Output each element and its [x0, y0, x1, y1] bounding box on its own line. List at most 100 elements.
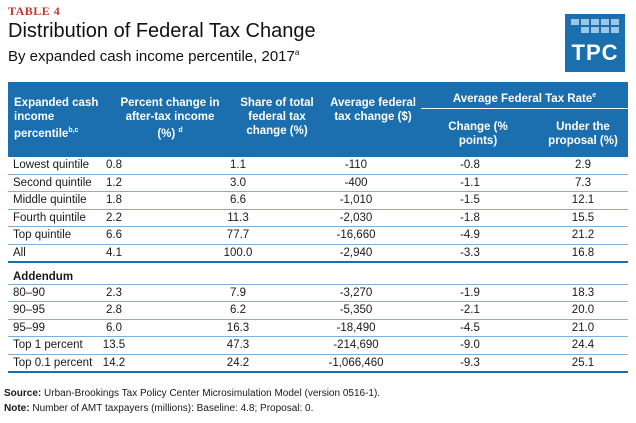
avg-change-cell: -214,690 [333, 339, 379, 352]
rate-proposal-cell: 21.0 [571, 321, 595, 334]
rate-proposal-cell: 18.3 [571, 286, 595, 299]
subtitle-footnote-marker: a [294, 48, 300, 57]
row-label: Lowest quintile [13, 159, 90, 171]
avg-change-cell: -16,660 [336, 229, 376, 242]
col-header-rate-group-text: Average Federal Tax Rate [452, 92, 593, 105]
share-cell: 6.6 [230, 194, 246, 207]
col-header-rate-proposal: Under the proposal (%) [548, 121, 618, 147]
rate-proposal-cell: 25.1 [571, 356, 595, 369]
pct-change-cell: 2.2 [106, 211, 122, 224]
footnotes: Source: Urban-Brookings Tax Policy Cente… [4, 386, 632, 416]
avg-change-cell: -2,940 [339, 246, 373, 259]
table-row: 95–99 6.0 16.3 -18,490 -4.5 21.0 [8, 320, 628, 338]
rate-proposal-cell: 15.5 [571, 211, 595, 224]
pct-change-cell: 2.8 [106, 304, 122, 317]
pct-change-cell: 14.2 [102, 356, 126, 369]
rate-proposal-cell: 21.2 [571, 229, 595, 242]
row-label: All [13, 246, 26, 259]
share-cell: 1.1 [230, 159, 246, 171]
logo-grid-icon [571, 19, 619, 37]
table-row: 90–95 2.8 6.2 -5,350 -2.1 20.0 [8, 302, 628, 320]
pct-change-cell: 6.0 [106, 321, 122, 334]
logo-text: TPC [571, 40, 619, 65]
rate-change-cell: -1.5 [460, 194, 480, 207]
share-cell: 7.9 [230, 286, 246, 299]
avg-change-cell: -400 [344, 176, 368, 189]
source-text: Urban-Brookings Tax Policy Center Micros… [44, 388, 381, 399]
row-label: Top quintile [13, 229, 72, 242]
row-label: Top 1 percent [13, 339, 83, 352]
rate-proposal-cell: 12.1 [571, 194, 595, 207]
avg-change-cell: -110 [344, 159, 368, 171]
share-cell: 47.3 [226, 339, 250, 352]
rate-change-cell: -3.3 [460, 246, 480, 259]
share-cell: 16.3 [226, 321, 250, 334]
pct-change-cell: 1.2 [106, 176, 122, 189]
note-text: Number of AMT taxpayers (millions): Base… [32, 403, 314, 414]
rate-change-cell: -9.0 [460, 339, 480, 352]
share-cell: 3.0 [230, 176, 246, 189]
table-row: Fourth quintile 2.2 11.3 -2,030 -1.8 15.… [8, 210, 628, 228]
table-row: Second quintile 1.2 3.0 -400 -1.1 7.3 [8, 175, 628, 193]
source-label: Source: [4, 388, 42, 399]
avg-change-cell: -5,350 [339, 304, 373, 317]
col-header-percentile-sup: b,c [68, 127, 79, 134]
table-row: 80–90 2.3 7.9 -3,270 -1.9 18.3 [8, 285, 628, 303]
rate-proposal-cell: 2.9 [575, 159, 591, 171]
col-header-rate-change: Change (% points) [448, 121, 508, 147]
addendum-heading-row: Addendum [8, 263, 628, 285]
share-cell: 77.7 [226, 229, 250, 242]
col-header-pct-change-sup: d [178, 127, 183, 134]
col-header-rate-group: Average Federal Tax Ratee [421, 89, 628, 106]
share-cell: 6.2 [230, 304, 246, 317]
table-row: All 4.1 100.0 -2,940 -3.3 16.8 [8, 245, 628, 263]
table-row: Lowest quintile 0.8 1.1 -110 -0.8 2.9 [8, 157, 628, 175]
rate-change-cell: -4.9 [460, 229, 480, 242]
col-header-percentile: Expanded cash income percentileb,c [14, 96, 114, 141]
table-body: Lowest quintile 0.8 1.1 -110 -0.8 2.9 Se… [8, 157, 628, 373]
rate-change-cell: -2.1 [460, 304, 480, 317]
table-title: Distribution of Federal Tax Change [8, 20, 316, 42]
share-cell: 100.0 [223, 246, 253, 259]
table-row: Top 1 percent 13.5 47.3 -214,690 -9.0 24… [8, 337, 628, 355]
row-label: 80–90 [13, 286, 45, 299]
rate-change-cell: -1.9 [460, 286, 480, 299]
rate-proposal-cell: 7.3 [575, 176, 591, 189]
row-label: 90–95 [13, 304, 45, 317]
note-label: Note: [4, 403, 30, 414]
rate-group-divider [421, 108, 628, 109]
table-label: TABLE 4 [8, 4, 61, 18]
row-label: Fourth quintile [13, 211, 86, 224]
col-header-pct-change-text: Percent change in after-tax income (%) [120, 97, 220, 140]
pct-change-cell: 0.8 [106, 159, 122, 171]
col-header-avg-change: Average federal tax change ($) [330, 97, 416, 123]
col-header-share: Share of total federal tax change (%) [240, 97, 314, 137]
col-header-percentile-text: Expanded cash income percentile [14, 97, 99, 140]
rate-proposal-cell: 16.8 [571, 246, 595, 259]
avg-change-cell: -18,490 [336, 321, 376, 334]
col-header-rate-group-sup: e [592, 92, 597, 99]
avg-change-cell: -1,066,460 [328, 356, 384, 369]
pct-change-cell: 2.3 [106, 286, 122, 299]
rate-change-cell: -1.1 [460, 176, 480, 189]
row-label: 95–99 [13, 321, 45, 334]
row-label: Middle quintile [13, 194, 87, 207]
tpc-logo: TPC [565, 14, 625, 72]
row-label: Top 0.1 percent [13, 356, 93, 369]
table-row: Middle quintile 1.8 6.6 -1,010 -1.5 12.1 [8, 192, 628, 210]
addendum-label: Addendum [13, 270, 74, 283]
share-cell: 24.2 [226, 356, 250, 369]
share-cell: 11.3 [227, 211, 249, 224]
avg-change-cell: -3,270 [339, 286, 373, 299]
table-header: TABLE 4 Distribution of Federal Tax Chan… [8, 4, 548, 66]
source-note: Source: Urban-Brookings Tax Policy Cente… [4, 386, 632, 401]
rate-change-cell: -4.5 [460, 321, 480, 334]
rate-change-cell: -0.8 [460, 159, 480, 171]
rate-proposal-cell: 20.0 [571, 304, 595, 317]
avg-change-cell: -2,030 [339, 211, 373, 224]
table-row: Top 0.1 percent 14.2 24.2 -1,066,460 -9.… [8, 355, 628, 373]
avg-change-cell: -1,010 [339, 194, 373, 207]
rate-proposal-cell: 24.4 [571, 339, 595, 352]
general-note: Note: Number of AMT taxpayers (millions)… [4, 401, 632, 416]
table-subtitle: By expanded cash income percentile, 2017… [8, 44, 548, 66]
